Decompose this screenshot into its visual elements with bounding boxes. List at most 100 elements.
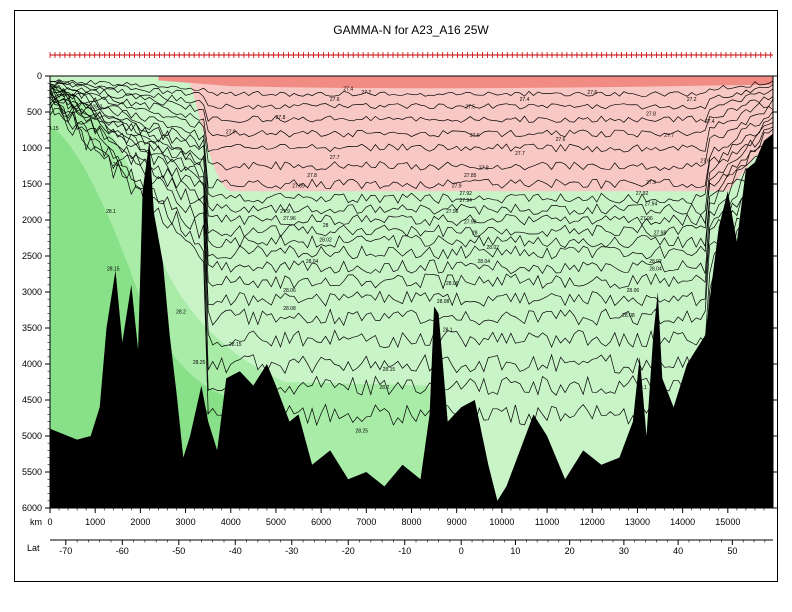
y-tick-label: 5500 bbox=[22, 467, 42, 477]
contour-label: 27.9 bbox=[452, 184, 462, 190]
contour-label: 27.6 bbox=[587, 90, 597, 96]
x-tick-label: 13000 bbox=[625, 517, 650, 527]
band-below-27.0 bbox=[158, 76, 773, 89]
y-tick-label: 5000 bbox=[22, 431, 42, 441]
y-tick-label: 4500 bbox=[22, 395, 42, 405]
contour-label: 28.25 bbox=[356, 428, 369, 434]
contour-label: 28.06 bbox=[446, 281, 459, 287]
contour-label: 27.2 bbox=[687, 97, 697, 103]
x-tick-label: 8000 bbox=[401, 517, 421, 527]
x-tick-label: 3000 bbox=[176, 517, 196, 527]
x-tick-label: 7000 bbox=[356, 517, 376, 527]
contour-label: 28.1 bbox=[106, 209, 116, 215]
latitude-axis: -70 -60 -50 -40 -30 -20 -10 0 10 20 30 40 50 bbox=[50, 539, 773, 556]
contour-label: 28.15 bbox=[107, 266, 120, 272]
contour-line bbox=[50, 80, 773, 110]
contour-line bbox=[50, 79, 773, 97]
station-markers bbox=[49, 52, 773, 58]
x-tick-label: 2000 bbox=[130, 517, 150, 527]
lat-tick-label: 40 bbox=[673, 546, 683, 556]
y-tick-label: 3500 bbox=[22, 323, 42, 333]
y-tick-label: 2000 bbox=[22, 215, 42, 225]
contour-label: 28.25 bbox=[193, 360, 206, 366]
latitude-axis-label: Lat bbox=[27, 543, 40, 553]
contour-label: 27.9 bbox=[280, 209, 290, 215]
contour-label: 28.1 bbox=[443, 328, 453, 334]
contour-label: 27.96 bbox=[283, 216, 296, 222]
contour-label: 28.06 bbox=[627, 288, 640, 294]
contour-label: 27.92 bbox=[636, 191, 649, 197]
x-tick-label: 1000 bbox=[85, 517, 105, 527]
contour-label: 28.15 bbox=[383, 367, 396, 373]
x-tick-label: 12000 bbox=[580, 517, 605, 527]
contour-label: 27.8 bbox=[307, 173, 317, 179]
contour-label: 27.7 bbox=[515, 151, 525, 157]
contour-label: 28.08 bbox=[622, 313, 635, 319]
x-tick-label: 14000 bbox=[670, 517, 695, 527]
contour-line bbox=[50, 83, 773, 190]
contour-label: 28.08 bbox=[283, 306, 296, 312]
lat-tick-label: -40 bbox=[229, 546, 242, 556]
contour-line bbox=[50, 98, 773, 349]
x-tick-label: 15000 bbox=[715, 517, 740, 527]
contour-line bbox=[50, 96, 773, 275]
lat-tick-label: -20 bbox=[342, 546, 355, 556]
y-tick-label: 0 bbox=[37, 71, 42, 81]
contour-label: 27.2 bbox=[361, 90, 371, 96]
x-tick-label: 4000 bbox=[221, 517, 241, 527]
lat-tick-label: -50 bbox=[172, 546, 185, 556]
contour-labels: 28.2 28.15 28.1 28.1 28.15 28.15 28.2 28.15 28.2… bbox=[46, 86, 715, 434]
contour-label: 27.8 bbox=[276, 115, 286, 121]
contour-label: 27.96 bbox=[640, 216, 653, 222]
contour-label: 28 bbox=[472, 230, 478, 236]
x-tick-label: 11000 bbox=[535, 517, 559, 527]
contour-line bbox=[50, 87, 773, 260]
contour-label: 28.04 bbox=[478, 259, 491, 265]
y-tick-label: 1000 bbox=[22, 143, 42, 153]
contour-label: 28.06 bbox=[283, 288, 296, 294]
contour-label: 28.1 bbox=[113, 162, 123, 168]
contour-line bbox=[50, 90, 773, 249]
chart-title: GAMMA-N for A23_A16 25W bbox=[333, 23, 489, 37]
bathymetry-silhouette bbox=[50, 133, 773, 508]
contour-label: 27.85 bbox=[464, 173, 477, 179]
contour-label: 28.2 bbox=[380, 385, 390, 391]
contour-line bbox=[50, 80, 773, 123]
contour-label: 27.9 bbox=[226, 130, 236, 136]
x-axis-label: km bbox=[30, 517, 42, 527]
contour-line bbox=[50, 91, 773, 327]
contour-line bbox=[50, 93, 773, 227]
contour-label: 27.7 bbox=[664, 133, 674, 139]
contour-label: 27.9 bbox=[646, 180, 656, 186]
contour-label: 27.8 bbox=[646, 112, 656, 118]
y-tick-label: 2500 bbox=[22, 251, 42, 261]
contour-label: 27.5 bbox=[465, 104, 475, 110]
figure-frame bbox=[14, 10, 778, 582]
contour-label: 28.02 bbox=[319, 238, 332, 244]
contour-line bbox=[50, 85, 773, 238]
y-tick-label: 1500 bbox=[22, 179, 42, 189]
contour-label: 28.2 bbox=[93, 104, 103, 110]
lat-tick-label: -30 bbox=[285, 546, 298, 556]
contour-line bbox=[50, 85, 773, 216]
contour-label: 28 bbox=[323, 223, 329, 229]
contour-line bbox=[50, 86, 773, 153]
contour-label: 28.02 bbox=[487, 245, 500, 251]
contour-label: 27.6 bbox=[330, 97, 340, 103]
lat-tick-label: -70 bbox=[59, 546, 72, 556]
lat-tick-label: 0 bbox=[459, 546, 464, 556]
y-tick-label: 4000 bbox=[22, 359, 42, 369]
contour-label: 27.94 bbox=[459, 198, 472, 204]
contour-label: 27.6 bbox=[556, 137, 566, 143]
contour-label: 27.7 bbox=[330, 155, 340, 161]
lat-tick-label: -60 bbox=[116, 546, 129, 556]
contour-label: 27.4 bbox=[520, 97, 530, 103]
contour-label: 27.8 bbox=[479, 166, 489, 172]
contour-label: 28.15 bbox=[229, 342, 242, 348]
contour-label: 28.15 bbox=[46, 126, 59, 132]
x-tick-label: 5000 bbox=[266, 517, 286, 527]
depth-axis: 0 500 1000 1500 2000 2500 3000 3500 4000 4500 5000… bbox=[22, 71, 777, 513]
lat-tick-label: 20 bbox=[565, 546, 575, 556]
contour-label: 27.96 bbox=[446, 209, 459, 215]
